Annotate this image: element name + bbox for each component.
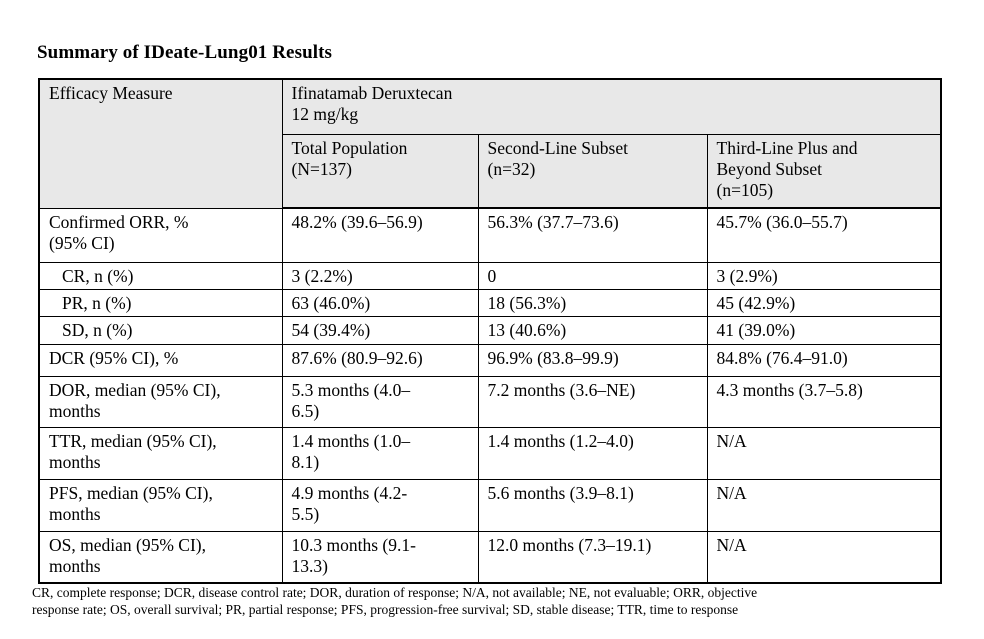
- row-label: PFS, median (95% CI), months: [38, 478, 283, 532]
- row-label: DCR (95% CI), %: [38, 343, 283, 377]
- cell-third-line: N/A: [706, 478, 942, 532]
- group-header-row: Efficacy Measure Ifinatamab Deruxtecan 1…: [38, 78, 942, 209]
- page-title: Summary of IDeate-Lung01 Results: [37, 42, 333, 63]
- table-row-cr: CR, n (%) 3 (2.2%) 0 3 (2.9%): [38, 261, 942, 290]
- table-row-dor: DOR, median (95% CI), months 5.3 months …: [38, 375, 942, 428]
- table-row-sd: SD, n (%) 54 (39.4%) 13 (40.6%) 41 (39.0…: [38, 316, 942, 345]
- table-row-os: OS, median (95% CI), months 10.3 months …: [38, 530, 942, 584]
- cell-total-population: 87.6% (80.9–92.6): [281, 343, 479, 377]
- cell-second-line: 96.9% (83.8–99.9): [477, 343, 708, 377]
- results-table: Efficacy Measure Ifinatamab Deruxtecan 1…: [38, 78, 942, 585]
- column-header-efficacy-measure: Efficacy Measure: [38, 78, 283, 209]
- row-label: OS, median (95% CI), months: [38, 530, 283, 584]
- cell-third-line: 41 (39.0%): [706, 316, 942, 345]
- cell-second-line: 56.3% (37.7–73.6): [477, 207, 708, 263]
- cell-second-line: 12.0 months (7.3–19.1): [477, 530, 708, 584]
- cell-total-population: 10.3 months (9.1- 13.3): [281, 530, 479, 584]
- column-header-third-line-plus-subset: Third-Line Plus and Beyond Subset (n=105…: [706, 133, 942, 209]
- abbreviations-footnote: CR, complete response; DCR, disease cont…: [32, 585, 758, 618]
- table-row-pfs: PFS, median (95% CI), months 4.9 months …: [38, 478, 942, 532]
- cell-second-line: 0: [477, 261, 708, 290]
- group-header-drug-dose: Ifinatamab Deruxtecan 12 mg/kg: [281, 78, 942, 135]
- row-label: DOR, median (95% CI), months: [38, 375, 283, 428]
- table-row-dcr: DCR (95% CI), % 87.6% (80.9–92.6) 96.9% …: [38, 343, 942, 377]
- cell-second-line: 18 (56.3%): [477, 288, 708, 318]
- cell-third-line: N/A: [706, 426, 942, 480]
- cell-third-line: 45 (42.9%): [706, 288, 942, 318]
- cell-total-population: 4.9 months (4.2- 5.5): [281, 478, 479, 532]
- cell-total-population: 63 (46.0%): [281, 288, 479, 318]
- cell-second-line: 5.6 months (3.9–8.1): [477, 478, 708, 532]
- row-label: Confirmed ORR, % (95% CI): [38, 207, 283, 263]
- cell-total-population: 3 (2.2%): [281, 261, 479, 290]
- cell-third-line: 4.3 months (3.7–5.8): [706, 375, 942, 428]
- cell-total-population: 48.2% (39.6–56.9): [281, 207, 479, 263]
- cell-third-line: 84.8% (76.4–91.0): [706, 343, 942, 377]
- column-header-second-line-subset: Second-Line Subset (n=32): [477, 133, 708, 209]
- cell-second-line: 1.4 months (1.2–4.0): [477, 426, 708, 480]
- cell-third-line: 45.7% (36.0–55.7): [706, 207, 942, 263]
- cell-third-line: 3 (2.9%): [706, 261, 942, 290]
- cell-third-line: N/A: [706, 530, 942, 584]
- cell-second-line: 13 (40.6%): [477, 316, 708, 345]
- cell-total-population: 5.3 months (4.0– 6.5): [281, 375, 479, 428]
- table-row-pr: PR, n (%) 63 (46.0%) 18 (56.3%) 45 (42.9…: [38, 288, 942, 318]
- column-header-total-population: Total Population (N=137): [281, 133, 479, 209]
- row-label: PR, n (%): [38, 288, 283, 318]
- cell-second-line: 7.2 months (3.6–NE): [477, 375, 708, 428]
- row-label: CR, n (%): [38, 261, 283, 290]
- row-label: TTR, median (95% CI), months: [38, 426, 283, 480]
- column-header-row: Total Population (N=137) Second-Line Sub…: [39, 133, 942, 209]
- cell-total-population: 1.4 months (1.0– 8.1): [281, 426, 479, 480]
- table-row-ttr: TTR, median (95% CI), months 1.4 months …: [38, 426, 942, 480]
- table-row-confirmed-orr: Confirmed ORR, % (95% CI) 48.2% (39.6–56…: [38, 207, 942, 263]
- row-label: SD, n (%): [38, 316, 283, 345]
- cell-total-population: 54 (39.4%): [281, 316, 479, 345]
